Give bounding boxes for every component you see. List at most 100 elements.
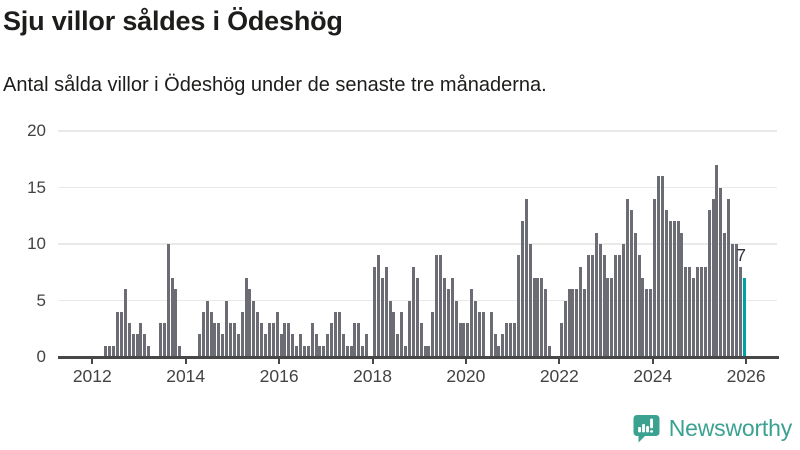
bar bbox=[341, 334, 345, 357]
bar bbox=[256, 311, 260, 357]
bar bbox=[376, 255, 380, 357]
bar bbox=[528, 244, 532, 357]
x-axis-label-2022: 2022 bbox=[539, 366, 579, 386]
bar bbox=[127, 323, 131, 357]
bar bbox=[684, 266, 688, 357]
bar bbox=[544, 289, 548, 357]
bar bbox=[649, 289, 653, 357]
bar bbox=[668, 221, 672, 357]
bar bbox=[602, 255, 606, 357]
x-axis-label-2016: 2016 bbox=[259, 366, 299, 386]
bar bbox=[536, 277, 540, 357]
bar bbox=[372, 266, 376, 357]
bar bbox=[474, 300, 478, 357]
newsworthy-bubble-chart-icon bbox=[633, 415, 660, 443]
x-axis-tick-2016 bbox=[278, 359, 281, 364]
bar bbox=[680, 232, 684, 357]
bar bbox=[730, 244, 734, 357]
bar bbox=[411, 266, 415, 357]
bar bbox=[590, 255, 594, 357]
gridline-y-15 bbox=[58, 186, 777, 189]
bar bbox=[738, 266, 742, 357]
bar bbox=[462, 323, 466, 357]
x-axis-line bbox=[58, 356, 779, 359]
bar bbox=[119, 311, 123, 357]
bar bbox=[715, 164, 719, 357]
bar bbox=[310, 323, 314, 357]
bar bbox=[676, 221, 680, 357]
bar bbox=[104, 345, 108, 357]
bar bbox=[645, 289, 649, 357]
bar bbox=[427, 345, 431, 357]
bar bbox=[147, 345, 151, 357]
x-axis-label-2020: 2020 bbox=[446, 366, 486, 386]
bar bbox=[260, 323, 264, 357]
bar bbox=[505, 323, 509, 357]
x-axis-tick-2014 bbox=[184, 359, 187, 364]
x-axis-label-2024: 2024 bbox=[633, 366, 673, 386]
bar bbox=[734, 244, 738, 357]
bar bbox=[139, 323, 143, 357]
bar bbox=[610, 277, 614, 357]
bar bbox=[330, 323, 334, 357]
bar bbox=[711, 198, 715, 357]
x-axis-label-2014: 2014 bbox=[166, 366, 206, 386]
bar bbox=[217, 323, 221, 357]
bar bbox=[143, 334, 147, 357]
bar bbox=[719, 187, 723, 357]
bar bbox=[439, 255, 443, 357]
bar bbox=[501, 334, 505, 357]
y-axis-label-10: 10 bbox=[27, 234, 46, 253]
bar bbox=[606, 277, 610, 357]
bar bbox=[240, 311, 244, 357]
x-axis-label-2026: 2026 bbox=[726, 366, 766, 386]
x-axis-label-2018: 2018 bbox=[353, 366, 392, 386]
bar bbox=[116, 311, 120, 357]
bar bbox=[699, 266, 703, 357]
bar bbox=[248, 289, 252, 357]
x-axis-tick-2022 bbox=[558, 359, 561, 364]
bar bbox=[443, 277, 446, 357]
bar bbox=[540, 277, 544, 357]
x-axis-tick-2026 bbox=[745, 359, 748, 364]
bar bbox=[559, 323, 563, 357]
bar bbox=[221, 334, 225, 357]
bar bbox=[727, 198, 731, 357]
bar bbox=[524, 198, 528, 357]
bar bbox=[594, 232, 598, 357]
bar bbox=[653, 198, 657, 357]
bar bbox=[481, 311, 485, 357]
bar bbox=[641, 277, 645, 357]
bar bbox=[489, 311, 493, 357]
bar bbox=[174, 289, 178, 357]
bar bbox=[361, 345, 365, 357]
bar bbox=[353, 323, 357, 357]
gridline-y-10 bbox=[58, 243, 777, 245]
bar bbox=[283, 323, 287, 357]
bar bbox=[232, 323, 236, 357]
bar bbox=[287, 323, 291, 357]
bar bbox=[431, 311, 435, 357]
bar bbox=[563, 300, 567, 357]
bar bbox=[267, 323, 271, 357]
gridline-y-20 bbox=[58, 130, 777, 132]
bar bbox=[446, 289, 450, 357]
bar bbox=[450, 277, 454, 357]
bar bbox=[516, 255, 520, 357]
bar bbox=[326, 334, 330, 357]
bar bbox=[365, 334, 369, 357]
bar bbox=[345, 345, 349, 357]
bar bbox=[567, 289, 571, 357]
bar bbox=[322, 345, 326, 357]
bar bbox=[470, 289, 474, 357]
y-axis-label-0: 0 bbox=[36, 347, 46, 366]
x-axis-tick-2024 bbox=[651, 359, 654, 364]
x-axis-label-2012: 2012 bbox=[72, 366, 112, 386]
bar bbox=[314, 334, 318, 357]
bar bbox=[633, 232, 637, 357]
x-axis-tick-2018 bbox=[371, 359, 374, 364]
bar bbox=[614, 255, 618, 357]
newsworthy-wordmark: Newsworthy bbox=[668, 414, 792, 441]
bar bbox=[664, 210, 668, 357]
bar bbox=[205, 300, 209, 357]
